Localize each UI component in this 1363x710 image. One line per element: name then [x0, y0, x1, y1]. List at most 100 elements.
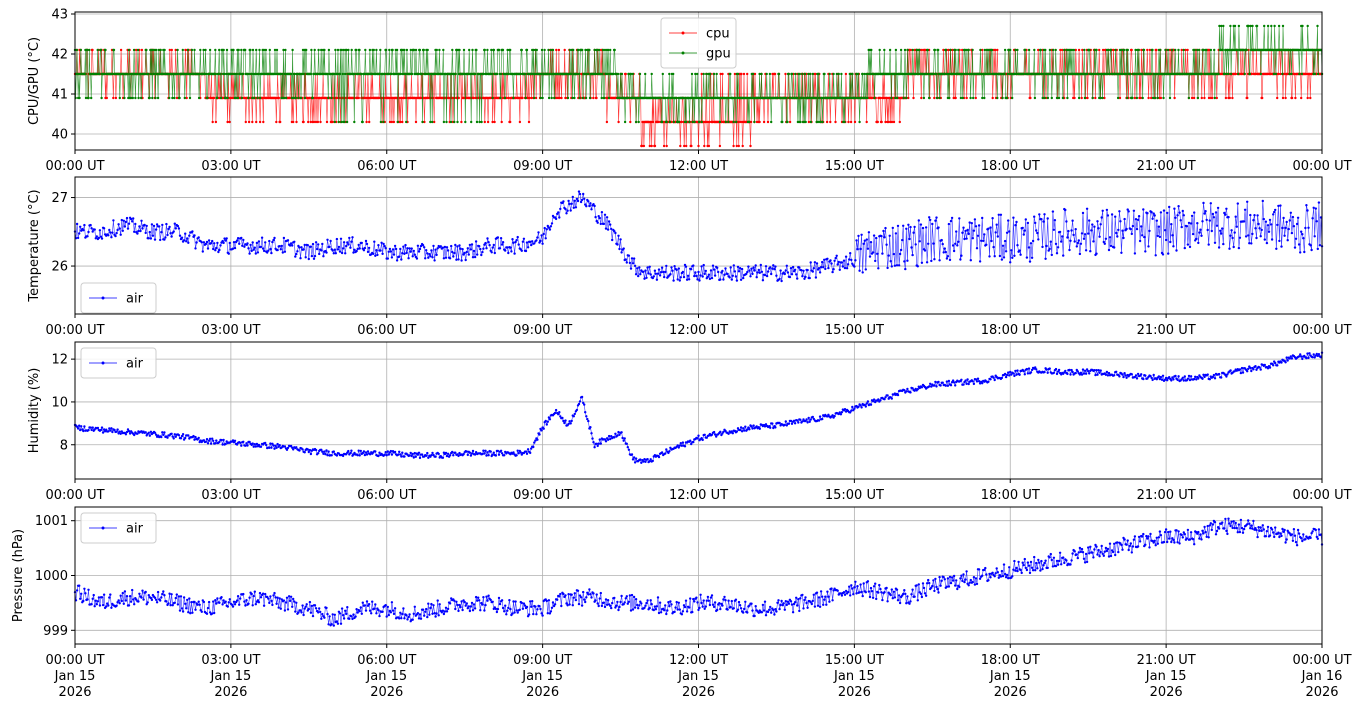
data-point: [98, 229, 102, 232]
data-point: [1059, 48, 1062, 52]
data-point: [272, 238, 275, 242]
data-point: [283, 250, 287, 253]
data-point: [606, 228, 610, 231]
data-point: [457, 96, 460, 100]
data-point: [338, 72, 342, 76]
data-point: [267, 249, 270, 252]
data-point: [679, 276, 682, 279]
data-point: [392, 120, 396, 124]
data-point: [824, 267, 827, 271]
data-point: [1107, 248, 1111, 252]
data-point: [1151, 217, 1154, 220]
data-point: [281, 72, 284, 76]
data-point: [975, 247, 979, 250]
data-point: [823, 72, 826, 76]
data-point: [702, 72, 705, 76]
data-point: [408, 247, 411, 250]
data-point: [368, 48, 372, 52]
data-point: [766, 270, 770, 273]
data-point: [268, 239, 271, 243]
data-point: [461, 248, 464, 251]
data-point: [1052, 228, 1056, 231]
data-point: [791, 265, 795, 269]
data-point: [623, 120, 627, 124]
data-point: [1093, 225, 1096, 228]
data-point: [295, 252, 298, 256]
data-point: [339, 237, 343, 240]
data-point: [558, 216, 561, 219]
data-point: [596, 221, 599, 224]
data-point: [700, 120, 703, 124]
data-point: [1178, 211, 1181, 214]
data-point: [735, 120, 738, 124]
data-point: [1121, 229, 1124, 232]
data-point: [132, 217, 135, 220]
data-point: [284, 48, 287, 52]
data-point: [827, 266, 830, 270]
data-point: [251, 120, 254, 124]
data-point: [770, 272, 773, 276]
data-point: [719, 72, 722, 76]
data-point: [634, 120, 638, 124]
data-point: [421, 244, 425, 247]
data-point: [240, 236, 243, 240]
data-point: [1172, 245, 1175, 248]
data-point: [1001, 244, 1005, 247]
data-point: [299, 96, 303, 100]
data-point: [1156, 96, 1159, 100]
data-point: [983, 96, 986, 100]
data-point: [143, 223, 146, 227]
data-point: [1054, 48, 1057, 52]
data-point: [944, 48, 948, 52]
data-point: [273, 48, 277, 52]
data-point: [949, 219, 953, 223]
data-point: [401, 252, 404, 255]
data-point: [366, 250, 370, 254]
data-point: [817, 72, 820, 76]
data-point: [1222, 24, 1225, 28]
data-point: [211, 239, 214, 243]
data-point: [388, 96, 391, 100]
data-point: [134, 96, 137, 100]
data-point: [930, 259, 933, 263]
data-point: [141, 227, 144, 230]
data-point: [412, 249, 415, 253]
data-point: [730, 278, 733, 281]
data-point: [348, 236, 351, 240]
data-point: [223, 72, 226, 76]
data-point: [1141, 96, 1144, 100]
data-point: [644, 269, 647, 272]
data-point: [957, 48, 960, 52]
data-point: [170, 235, 173, 238]
data-point: [82, 229, 85, 232]
data-point: [526, 246, 530, 249]
data-point: [213, 242, 216, 245]
data-point: [1104, 237, 1108, 240]
data-point: [1169, 240, 1172, 244]
series-points-gpu: [73, 24, 1324, 124]
data-point: [794, 72, 797, 76]
data-point: [329, 239, 332, 243]
data-point: [1092, 240, 1095, 243]
data-point: [833, 259, 836, 262]
data-point: [355, 249, 358, 253]
data-point: [534, 96, 538, 100]
data-point: [907, 223, 910, 226]
data-point: [1134, 218, 1138, 221]
data-point: [134, 48, 138, 52]
data-point: [758, 271, 761, 274]
data-point: [342, 48, 346, 52]
data-point: [547, 48, 550, 52]
data-point: [1184, 48, 1187, 52]
data-point: [912, 96, 915, 100]
data-point: [697, 270, 700, 274]
data-point: [1159, 211, 1163, 214]
data-point: [749, 120, 753, 124]
data-point: [155, 48, 158, 52]
data-point: [1095, 48, 1098, 52]
data-point: [156, 72, 159, 76]
data-point: [826, 257, 829, 260]
data-point: [728, 276, 731, 279]
data-point: [1143, 235, 1146, 239]
data-point: [87, 96, 90, 100]
